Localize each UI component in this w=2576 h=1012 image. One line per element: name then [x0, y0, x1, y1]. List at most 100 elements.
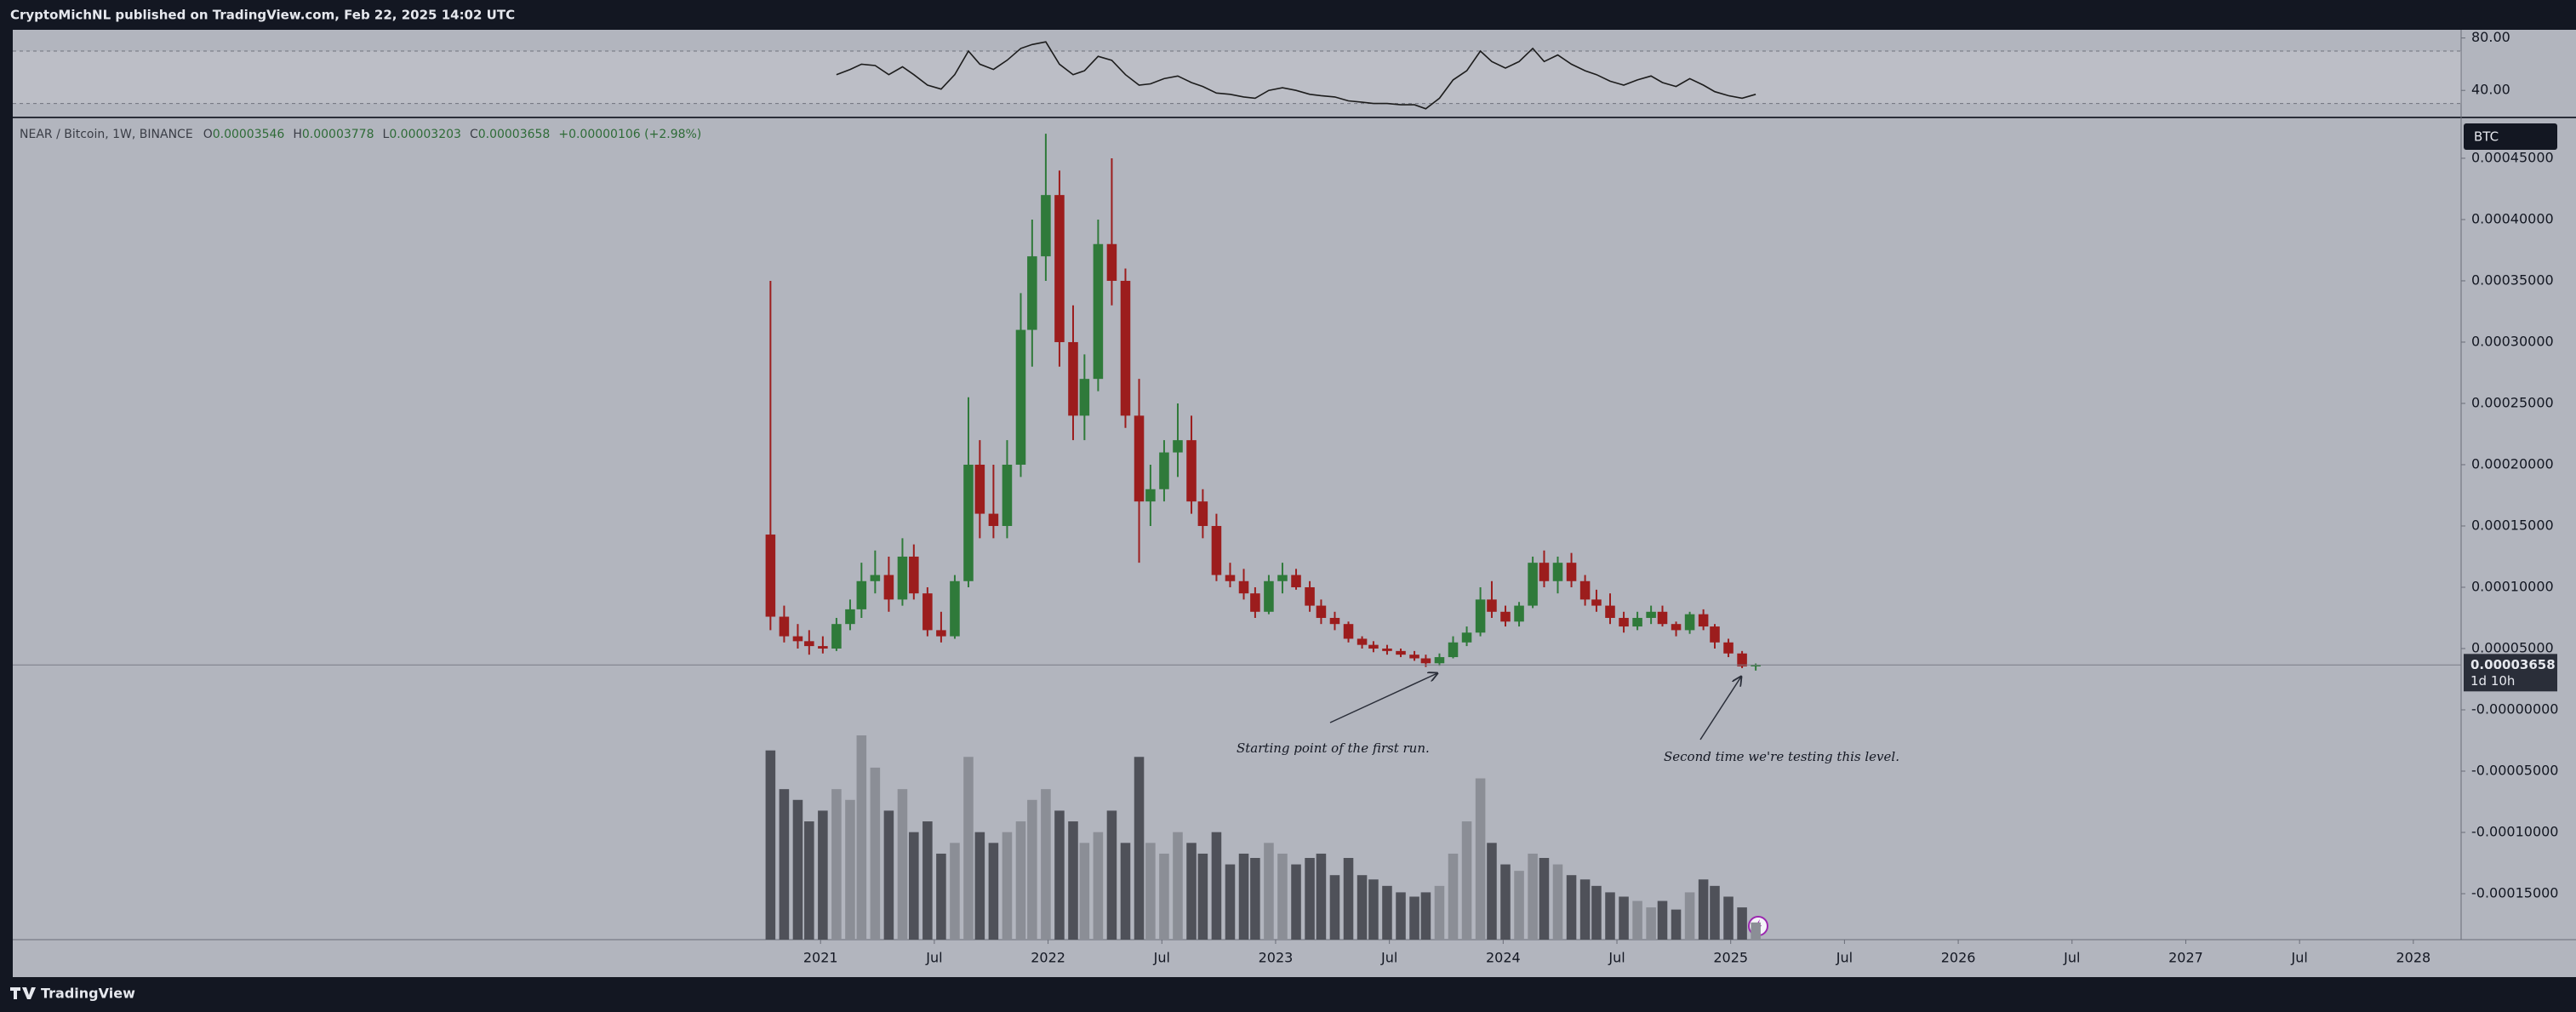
candle-body — [1225, 575, 1236, 581]
countdown-label: 1d 10h — [2470, 673, 2515, 689]
volume-bar — [1751, 922, 1761, 940]
candle-body — [1145, 489, 1156, 502]
candle-body — [1277, 575, 1288, 581]
legend-value: 0.00003658 — [478, 128, 551, 141]
candle-body — [856, 580, 867, 609]
volume-bar — [1710, 885, 1720, 940]
candle-body — [804, 641, 814, 647]
volume-bar — [1159, 853, 1169, 940]
volume-bar — [1015, 821, 1026, 940]
x-tick-label: Jul — [1380, 950, 1397, 966]
footer-logo — [10, 987, 36, 999]
candle-body — [1448, 642, 1459, 658]
legend-symbol: NEAR / Bitcoin, 1W, BINANCE — [20, 128, 193, 141]
volume-bar — [1068, 821, 1078, 940]
annotation-arrow — [1699, 677, 1741, 740]
volume-bar — [1646, 907, 1656, 940]
volume-bar — [870, 767, 881, 940]
volume-bar — [1041, 789, 1051, 940]
x-tick-label: Jul — [1153, 950, 1170, 966]
candle-body — [1751, 665, 1761, 666]
candle-body — [1723, 642, 1734, 654]
y-tick-label: -0.00000000 — [2471, 700, 2558, 717]
candle-body — [1041, 195, 1051, 257]
volume-bar — [1238, 853, 1249, 940]
y-tick-label: 0.00015000 — [2471, 517, 2554, 533]
volume-bar — [1591, 885, 1602, 940]
volume-bar — [950, 843, 960, 940]
currency-badge — [2464, 123, 2557, 150]
candle-body — [883, 575, 894, 600]
volume-bar — [1186, 843, 1197, 940]
annotation-arrow — [1329, 673, 1437, 723]
volume-bar — [1145, 843, 1156, 940]
candle-body — [1539, 563, 1550, 581]
volume-bar — [1093, 832, 1104, 940]
candle-body — [1528, 563, 1538, 606]
rsi-tick-label: 40.00 — [2471, 82, 2510, 98]
y-tick-label: -0.00010000 — [2471, 823, 2558, 839]
legend-value: 0.00003778 — [302, 128, 374, 141]
candle-body — [1461, 632, 1472, 643]
volume-bar — [974, 832, 985, 940]
x-tick-label: Jul — [925, 950, 942, 966]
candle-body — [1197, 501, 1208, 526]
candle-body — [1120, 280, 1131, 416]
candle-body — [1409, 655, 1419, 659]
candle-body — [1475, 599, 1486, 633]
candle-body — [1134, 415, 1145, 502]
y-tick-label: 0.00020000 — [2471, 455, 2554, 472]
annotation: Starting point of the first run. — [1237, 740, 1430, 756]
candle-body — [831, 624, 842, 649]
candle-body — [1211, 525, 1222, 575]
legend-key: H — [293, 128, 302, 141]
volume-bar — [1684, 892, 1695, 940]
candle-body — [1487, 599, 1497, 612]
volume-bar — [1264, 843, 1274, 940]
x-tick-label: Jul — [2063, 950, 2080, 966]
candle-body — [963, 464, 974, 581]
candle-body — [792, 636, 803, 642]
candle-body — [765, 535, 776, 617]
candle-body — [1357, 638, 1368, 645]
candle-body — [909, 556, 919, 594]
volume-bar — [1250, 858, 1260, 940]
candle-body — [1619, 617, 1629, 627]
volume-bar — [1698, 879, 1709, 940]
volume-bar — [1054, 810, 1065, 940]
volume-bar — [1134, 757, 1145, 940]
volume-bar — [792, 799, 803, 940]
annotation: Second time we're testing this level. — [1664, 749, 1899, 764]
x-tick-label: 2023 — [1259, 950, 1294, 966]
volume-bar — [856, 735, 867, 940]
volume-bar — [1225, 864, 1236, 940]
volume-bar — [897, 789, 908, 940]
candle-body — [1698, 614, 1709, 627]
legend-key: O — [203, 128, 213, 141]
volume-bar — [1434, 885, 1445, 940]
candle-body — [1368, 644, 1379, 649]
candle-body — [1710, 626, 1720, 643]
volume-bar — [1197, 853, 1208, 940]
x-tick-label: 2026 — [1941, 950, 1976, 966]
candle-body — [1605, 605, 1615, 618]
volume-bar — [1382, 885, 1392, 940]
volume-bar — [1539, 858, 1550, 940]
volume-bar — [1079, 843, 1090, 940]
candle-body — [1552, 563, 1563, 581]
x-tick-label: 2025 — [1713, 950, 1748, 966]
chart-background — [13, 30, 2576, 977]
candle-body — [1159, 452, 1169, 489]
candle-body — [1186, 440, 1197, 502]
volume-bar — [922, 821, 933, 940]
volume-bar — [1291, 864, 1301, 940]
x-tick-label: 2021 — [803, 950, 838, 966]
y-tick-label: 0.00010000 — [2471, 578, 2554, 594]
y-tick-label: 0.00045000 — [2471, 149, 2554, 165]
header-title: CryptoMichNL published on TradingView.co… — [10, 8, 515, 23]
candle-body — [1002, 464, 1013, 526]
candle-body — [1657, 611, 1668, 625]
volume-bar — [1552, 864, 1563, 940]
volume-bar — [1566, 875, 1577, 940]
candle-body — [779, 616, 790, 637]
